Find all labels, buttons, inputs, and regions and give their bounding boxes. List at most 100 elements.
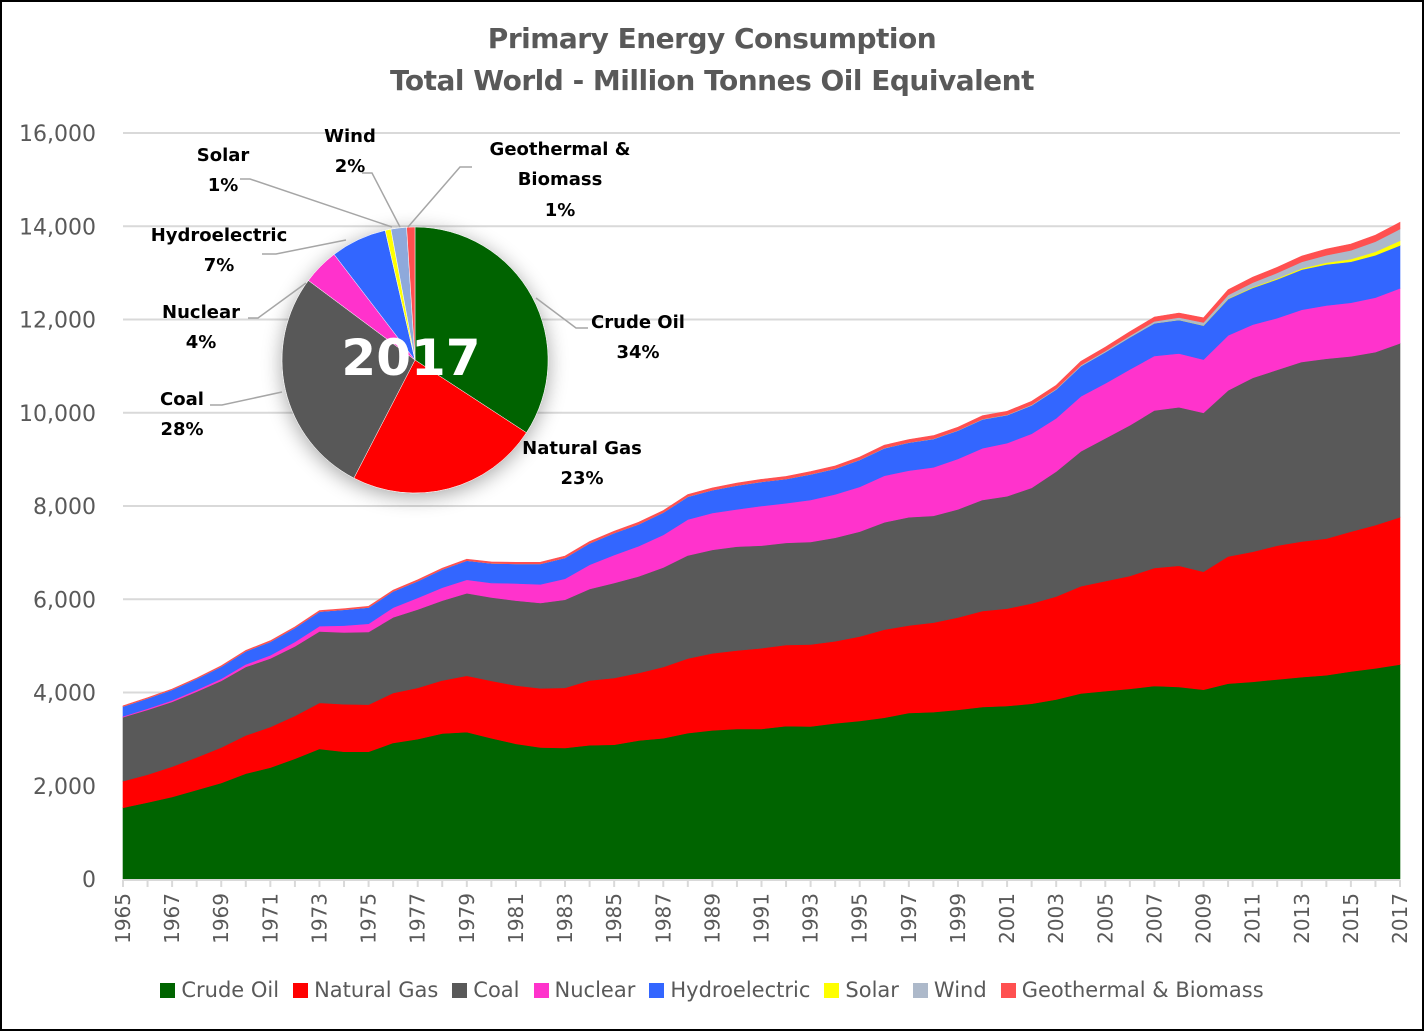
x-tick-label: 2001 <box>995 893 1019 944</box>
legend-swatch <box>824 982 840 998</box>
pie-leader-line <box>407 166 472 228</box>
pie-label-name: Hydroelectric <box>151 225 288 246</box>
pie-label-percent: 23% <box>560 468 603 489</box>
x-tick-label: 2003 <box>1044 893 1068 944</box>
legend-swatch <box>293 982 309 998</box>
pie-label-crude-oil: Crude Oil 34% <box>591 312 685 363</box>
legend-swatch <box>533 982 549 998</box>
pie-label-name: Wind <box>324 126 376 147</box>
y-tick-label: 6,000 <box>33 588 96 613</box>
pie-label-percent: 28% <box>160 419 203 440</box>
legend-item-coal[interactable]: Coal <box>452 978 520 1002</box>
x-tick-label: 1979 <box>455 893 479 944</box>
pie-label-name: Nuclear <box>162 302 240 323</box>
x-tick-label: 1997 <box>897 893 921 944</box>
chart-subtitle: Total World - Million Tonnes Oil Equival… <box>390 64 1035 97</box>
pie-label-name: Crude Oil <box>591 312 685 333</box>
legend-swatch <box>452 982 468 998</box>
legend-item-hydroelectric[interactable]: Hydroelectric <box>649 978 810 1002</box>
x-tick-label: 2009 <box>1192 893 1216 944</box>
pie-leader-line <box>248 282 307 319</box>
x-tick-label: 1987 <box>651 893 675 944</box>
pie-leader-line <box>262 239 347 255</box>
legend-item-crude-oil[interactable]: Crude Oil <box>160 978 279 1002</box>
pie-leader-line <box>210 391 283 406</box>
pie-label-percent: 1% <box>208 175 239 196</box>
x-tick-label: 1991 <box>750 893 774 944</box>
legend-label: Nuclear <box>554 978 636 1002</box>
legend-swatch <box>1000 982 1016 998</box>
legend-item-wind[interactable]: Wind <box>912 978 987 1002</box>
y-tick-label: 4,000 <box>33 682 96 707</box>
pie-slice-coal[interactable] <box>281 280 416 479</box>
pie-label-name: Natural Gas <box>522 438 642 459</box>
pie-label-name: Biomass <box>518 169 603 190</box>
x-tick-label: 1975 <box>357 893 381 944</box>
y-tick-label: 8,000 <box>33 495 96 520</box>
chart-title: Primary Energy Consumption <box>487 22 937 55</box>
pie-leader-line <box>362 172 401 228</box>
x-tick-label: 2011 <box>1241 893 1265 944</box>
x-tick-label: 1965 <box>111 893 135 944</box>
x-tick-label: 1971 <box>258 893 282 944</box>
x-tick-label: 1981 <box>504 893 528 944</box>
pie-slice-natural-gas[interactable] <box>353 359 527 494</box>
legend: Crude Oil Natural Gas Coal Nuclear Hydro… <box>0 978 1424 1002</box>
pie-label-percent: 7% <box>204 255 235 276</box>
area-series <box>122 221 1401 880</box>
legend-label: Crude Oil <box>181 978 280 1002</box>
pie-slice-geothermal-biomass[interactable] <box>406 226 416 361</box>
inset-pie-chart: Crude Oil 34% Natural Gas 23% Coal 28% Nuclear… <box>151 126 685 494</box>
pie-slices <box>281 226 549 494</box>
legend-label: Natural Gas <box>314 978 439 1002</box>
legend-swatch <box>912 982 928 998</box>
pie-label-name: Coal <box>160 389 204 410</box>
pie-label-wind: Wind 2% <box>324 126 376 177</box>
pie-label-percent: 4% <box>186 332 217 353</box>
legend-swatch <box>649 982 665 998</box>
y-tick-label: 0 <box>82 868 96 893</box>
pie-label-percent: 2% <box>335 156 366 177</box>
y-tick-label: 12,000 <box>19 309 96 334</box>
area-geothermal-biomass[interactable] <box>122 221 1401 707</box>
x-tick-label: 2017 <box>1388 893 1412 944</box>
legend-label: Coal <box>473 978 520 1002</box>
legend-item-solar[interactable]: Solar <box>824 978 899 1002</box>
x-tick-label: 1969 <box>209 893 233 944</box>
pie-leader-line <box>535 297 588 329</box>
legend-label: Solar <box>845 978 899 1002</box>
x-tick-label: 2015 <box>1339 893 1363 944</box>
pie-label-geothermal-biomass: Geothermal & Biomass 1% <box>490 139 631 221</box>
x-tick-label: 1995 <box>848 893 872 944</box>
x-tick-label: 2007 <box>1142 893 1166 944</box>
x-tick-label: 2005 <box>1093 893 1117 944</box>
pie-slice-crude-oil[interactable] <box>414 226 549 434</box>
pie-label-natural-gas: Natural Gas 23% <box>522 438 642 489</box>
x-tick-label: 2013 <box>1290 893 1314 944</box>
pie-leader-line <box>240 178 393 228</box>
x-tick-label: 1973 <box>307 893 331 944</box>
y-tick-label: 10,000 <box>19 402 96 427</box>
pie-label-solar: Solar 1% <box>197 145 250 196</box>
axes: 0 2,000 4,000 6,000 8,000 10,000 12,000 14,000 1… <box>19 122 1412 944</box>
legend-item-nuclear[interactable]: Nuclear <box>533 978 636 1002</box>
legend-label: Geothermal & Biomass <box>1021 978 1264 1002</box>
legend-item-natural-gas[interactable]: Natural Gas <box>293 978 438 1002</box>
legend-swatch <box>160 982 176 998</box>
legend-label: Wind <box>933 978 987 1002</box>
pie-year-label: 2017 <box>341 329 480 387</box>
x-tick-label: 1967 <box>160 893 184 944</box>
x-tick-label: 1989 <box>700 893 724 944</box>
y-tick-label: 16,000 <box>19 122 96 147</box>
pie-label-percent: 34% <box>616 342 659 363</box>
x-tick-label: 1977 <box>406 893 430 944</box>
x-tick-label: 1999 <box>946 893 970 944</box>
pie-label-percent: 1% <box>545 200 576 221</box>
pie-label-hydroelectric: Hydroelectric 7% <box>151 225 288 276</box>
legend-item-geothermal-biomass[interactable]: Geothermal & Biomass <box>1000 978 1264 1002</box>
x-tick-label: 1983 <box>553 893 577 944</box>
y-tick-label: 14,000 <box>19 215 96 240</box>
y-tick-label: 2,000 <box>33 775 96 800</box>
pie-label-nuclear: Nuclear 4% <box>162 302 240 353</box>
